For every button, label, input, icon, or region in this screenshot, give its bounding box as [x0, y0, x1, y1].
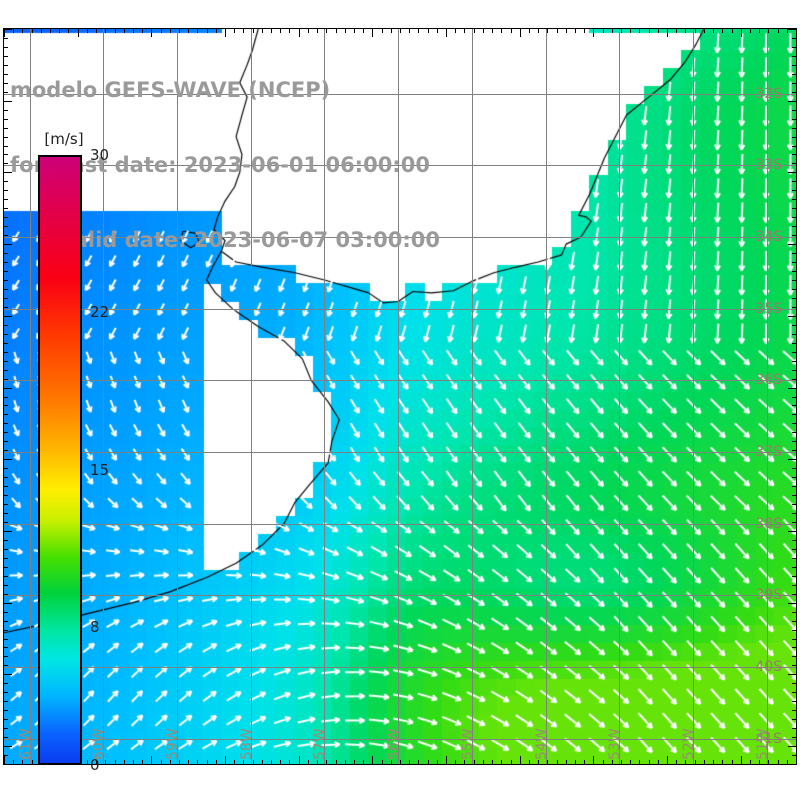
colorbar-gradient-bar [38, 155, 82, 765]
colorbar-tick-0: 0 [90, 756, 100, 774]
colorbar-tick-8: 8 [90, 618, 100, 637]
colorbar-tick-15: 15 [90, 460, 110, 479]
colorbar-tick-30: 30 [90, 146, 110, 164]
colorbar-unit-label: [m/s] [32, 130, 96, 148]
colorbar-legend: [m/s] 30 22 15 8 0 [20, 130, 130, 780]
wind-speed-heatmap-canvas[interactable] [4, 29, 796, 764]
colorbar-tick-22: 22 [90, 303, 110, 322]
